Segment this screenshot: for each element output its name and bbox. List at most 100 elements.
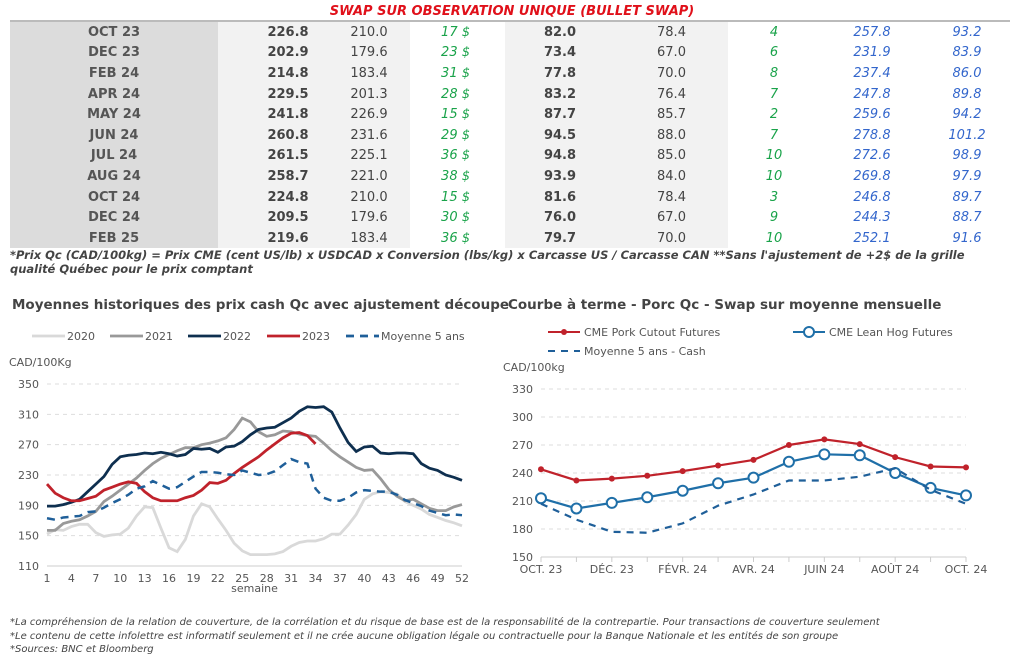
table-cell: 179.6 <box>350 45 388 61</box>
series-line-moyenne-5-ans <box>46 457 463 522</box>
x-tick-label: 7 <box>92 572 99 585</box>
table-cell: JUL 24 <box>90 148 138 164</box>
legend-label: 2022 <box>223 330 251 343</box>
table-cell: 257.8 <box>853 24 891 40</box>
table-cell: 83.2 <box>543 86 577 102</box>
y-tick-label: 310 <box>18 408 39 421</box>
y-tick-label: 190 <box>18 499 39 512</box>
y-tick-label: 230 <box>18 469 39 482</box>
y-tick-label: 240 <box>512 467 533 480</box>
column-bg <box>505 22 728 248</box>
y-tick-label: 210 <box>512 495 533 508</box>
table-cell: 31 $ <box>441 65 470 81</box>
data-point <box>641 491 654 504</box>
table-cell: 3 <box>769 189 779 205</box>
table-cell: 94.5 <box>543 127 577 143</box>
legend-label: 2021 <box>145 330 173 343</box>
table-cell: 78.4 <box>657 24 686 40</box>
legend-marker <box>803 326 815 338</box>
data-point <box>747 471 760 484</box>
table-cell: 247.8 <box>853 86 891 102</box>
table-cell: 81.6 <box>543 189 577 205</box>
y-tick-label: 300 <box>512 411 533 424</box>
table-cell: AUG 24 <box>87 168 141 184</box>
table-cell: 38 $ <box>441 168 470 184</box>
table-cell: 261.5 <box>267 148 309 164</box>
table-cell: 15 $ <box>441 107 470 123</box>
x-tick-label: 37 <box>333 572 347 585</box>
footer: *La compréhension de la relation de couv… <box>10 616 880 657</box>
table-cell: 89.7 <box>952 189 982 205</box>
table-cell: FEB 24 <box>88 65 140 81</box>
table-cell: 93.2 <box>952 24 982 40</box>
table-cell: 83.9 <box>952 45 982 61</box>
table-cell: 224.8 <box>267 189 309 205</box>
table-cell: 183.4 <box>350 230 388 246</box>
table-cell: 94.2 <box>952 107 982 123</box>
data-point <box>821 436 828 443</box>
table-row: OCT 23 226.8 210.0 17 $ 82.0 78.4 4 257.8 93.2 <box>10 22 1010 43</box>
table-cell: 258.7 <box>267 168 309 184</box>
data-point <box>853 449 866 462</box>
data-point <box>605 496 618 509</box>
table-cell: 84.0 <box>657 168 686 184</box>
table-cell: 87.7 <box>543 107 577 123</box>
table-cell: 70.0 <box>657 65 686 81</box>
table-cell: 36 $ <box>441 230 470 246</box>
x-tick-label: OCT. 23 <box>520 563 563 576</box>
table-cell: DEC 24 <box>88 210 140 226</box>
data-point <box>715 462 722 469</box>
y-tick-label: 330 <box>512 383 533 396</box>
data-point <box>570 502 583 515</box>
table-cell: 98.9 <box>952 148 982 164</box>
table-cell: APR 24 <box>87 86 141 102</box>
column-bg <box>10 22 218 248</box>
table-cell: 76.0 <box>543 210 577 226</box>
x-tick-label: OCT. 24 <box>945 563 988 576</box>
x-tick-label: AVR. 24 <box>732 563 775 576</box>
table-cell: 6 <box>769 45 779 61</box>
data-point <box>856 441 863 448</box>
y-tick-label: 350 <box>18 378 39 391</box>
table-cell: 8 <box>769 65 779 81</box>
x-tick-label: FÉVR. 24 <box>658 563 707 576</box>
y-axis-label: CAD/100kg <box>503 361 565 374</box>
x-tick-label: AOÛT 24 <box>871 563 919 576</box>
footer-line: *Le contenu de cette infolettre est info… <box>10 630 839 642</box>
table-cell: 226.9 <box>350 107 388 123</box>
table-cell: 278.8 <box>853 127 891 143</box>
x-tick-label: 40 <box>357 572 371 585</box>
table-cell: 231.6 <box>350 127 388 143</box>
table-cell: 226.8 <box>267 24 309 40</box>
table-row: AUG 24 258.7 221.0 38 $ 93.9 84.0 10 269.8 97.9 <box>10 166 1010 187</box>
x-tick-label: 25 <box>235 572 249 585</box>
series-line-2023 <box>45 431 317 503</box>
table-cell: 202.9 <box>267 45 309 61</box>
table-cell: 23 $ <box>441 45 470 61</box>
table-cell: 241.8 <box>267 107 309 123</box>
table-cell: 259.6 <box>853 107 891 123</box>
divider <box>10 20 1010 22</box>
table-cell: 272.6 <box>853 148 891 164</box>
y-tick-label: 180 <box>512 523 533 536</box>
table-cell: 85.7 <box>657 107 686 123</box>
data-point <box>644 472 651 479</box>
table-cell: 85.0 <box>657 148 686 164</box>
y-tick-label: 270 <box>512 439 533 452</box>
chart-title-historical: Moyennes historiques des prix cash Qc av… <box>12 297 510 313</box>
swap-table: OCT 23 226.8 210.0 17 $ 82.0 78.4 4 257.8 93.2 DE… <box>10 22 1010 249</box>
series-line-2020 <box>46 490 463 557</box>
series-line <box>540 467 967 534</box>
table-cell: 221.0 <box>350 168 388 184</box>
x-tick-label: 22 <box>211 572 225 585</box>
x-tick-label: 31 <box>284 572 298 585</box>
table-cell: 7 <box>769 86 779 102</box>
x-tick-label: 4 <box>68 572 75 585</box>
table-cell: 209.5 <box>267 210 309 226</box>
x-tick-label: 13 <box>138 572 152 585</box>
table-cell: 237.4 <box>853 65 891 81</box>
table-cell: 77.8 <box>543 65 577 81</box>
table-cell: FEB 25 <box>88 230 140 246</box>
x-tick-label: DÉC. 23 <box>590 563 634 576</box>
table-cell: 86.0 <box>952 65 982 81</box>
